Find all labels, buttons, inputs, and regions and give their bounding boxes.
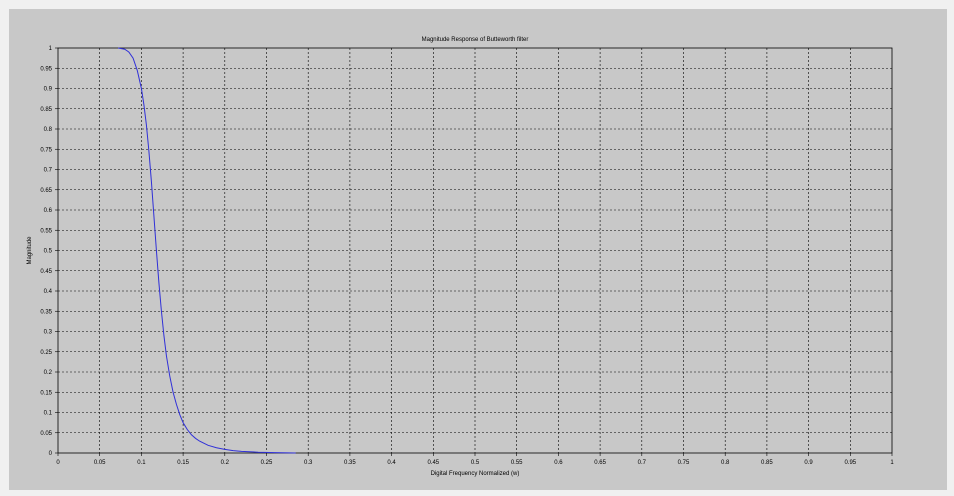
y-tick-label: 0.55 [40, 228, 52, 234]
x-tick-label: 0.8 [721, 460, 730, 466]
x-tick-label: 0.4 [387, 460, 396, 466]
magnitude-response-line [117, 47, 296, 454]
x-tick-label: 0.95 [844, 460, 856, 466]
x-tick-label: 0.6 [554, 460, 563, 466]
y-tick-label: 0.2 [44, 370, 53, 376]
x-tick-label: 0.35 [344, 460, 356, 466]
y-axis-title: Magnitude [27, 236, 33, 265]
x-tick-label: 0.5 [471, 460, 480, 466]
y-tick-label: 0 [49, 451, 53, 457]
y-tick-label: 0.3 [44, 330, 53, 336]
line-chart: 0 0.05 0.1 0.15 0.2 0.25 0.3 0.35 0.4 0.45 0.5 0.55… [27, 37, 894, 477]
y-tick-label: 0.85 [40, 107, 52, 113]
x-tick-label: 0.1 [137, 460, 146, 466]
y-tick-label: 0.45 [40, 269, 52, 275]
y-tick-label: 0.15 [40, 390, 52, 396]
x-tick-label: 0.65 [594, 460, 606, 466]
y-tick-label: 0.35 [40, 309, 52, 315]
y-tick-label: 0.25 [40, 350, 52, 356]
y-tick-label: 0.4 [44, 289, 53, 295]
x-tick-label: 0.75 [678, 460, 690, 466]
x-tick-label: 0.7 [638, 460, 647, 466]
y-tick-label: 0.95 [40, 66, 52, 72]
x-tick-label: 0.9 [804, 460, 813, 466]
grid-horizontal-lines [58, 67, 892, 434]
x-tick-label: 0.3 [304, 460, 313, 466]
y-tick-label: 0.8 [44, 127, 53, 133]
y-tick-label: 0.6 [44, 208, 53, 214]
plot-figure: 0 0.05 0.1 0.15 0.2 0.25 0.3 0.35 0.4 0.45 0.5 0.55… [9, 9, 947, 490]
x-axis-title: Digital Frequency Normalized (w) [431, 471, 520, 477]
y-tick-label: 0.9 [44, 87, 53, 93]
y-tick-label: 0.05 [40, 431, 52, 437]
x-axis-ticks: 0 0.05 0.1 0.15 0.2 0.25 0.3 0.35 0.4 0.45 0.5 0.55… [56, 453, 894, 466]
x-tick-label: 0.55 [511, 460, 523, 466]
y-axis-ticks: 0 0.05 0.1 0.15 0.2 0.25 0.3 0.35 0.4 0.45 0.5 0.55… [40, 46, 58, 457]
y-tick-label: 0.5 [44, 249, 53, 255]
y-tick-label: 0.75 [40, 147, 52, 153]
y-tick-label: 0.7 [44, 168, 53, 174]
x-tick-label: 0.05 [94, 460, 106, 466]
x-tick-label: 1 [890, 460, 894, 466]
x-tick-label: 0.85 [761, 460, 773, 466]
y-tick-label: 0.1 [44, 411, 53, 417]
x-tick-label: 0.45 [427, 460, 439, 466]
x-tick-label: 0 [56, 460, 60, 466]
chart-title: Magnitude Response of Butteworth filter [422, 37, 529, 43]
x-tick-label: 0.25 [261, 460, 273, 466]
x-tick-label: 0.2 [221, 460, 230, 466]
y-tick-label: 0.65 [40, 188, 52, 194]
y-tick-label: 1 [49, 46, 53, 52]
x-tick-label: 0.15 [177, 460, 189, 466]
grid-vertical-lines [99, 48, 851, 453]
